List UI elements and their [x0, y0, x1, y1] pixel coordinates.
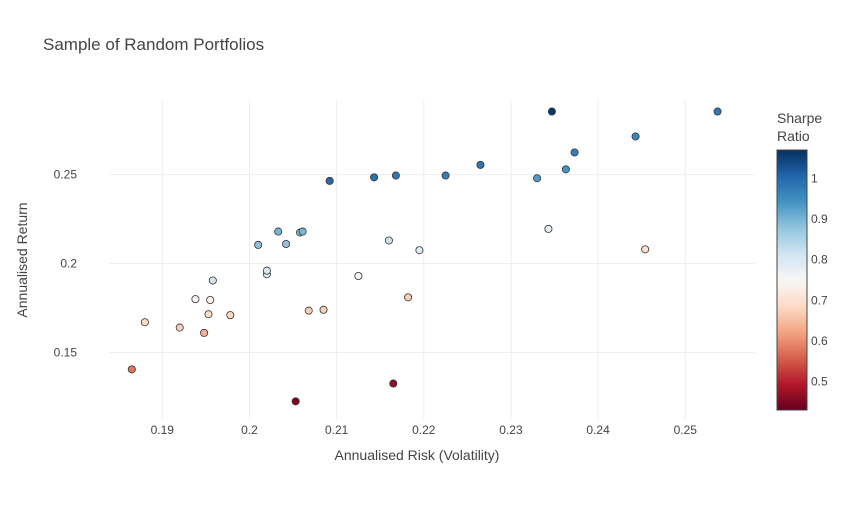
- scatter-point[interactable]: [200, 328, 209, 337]
- scatter-point[interactable]: [713, 107, 722, 116]
- scatter-point[interactable]: [140, 318, 149, 327]
- y-tick-label: 0.2: [60, 257, 77, 271]
- colorbar-tick-label: 0.5: [811, 375, 828, 389]
- scatter-point[interactable]: [282, 239, 291, 248]
- scatter-point[interactable]: [298, 227, 307, 236]
- scatter-point[interactable]: [262, 266, 271, 275]
- x-tick-label: 0.22: [412, 423, 436, 437]
- y-tick-labels: 0.15 0.2 0.25: [54, 168, 78, 360]
- x-axis-label: Annualised Risk (Volatility): [335, 447, 500, 463]
- scatter-point[interactable]: [641, 245, 650, 254]
- scatter-point[interactable]: [204, 310, 213, 319]
- scatter-point[interactable]: [389, 379, 398, 388]
- scatter-point[interactable]: [476, 160, 485, 169]
- scatter-point[interactable]: [370, 173, 379, 182]
- grid-lines: [110, 100, 755, 420]
- x-tick-label: 0.21: [325, 423, 349, 437]
- colorbar-tick-label: 0.9: [811, 212, 828, 226]
- colorbar-title-line-1: Sharpe: [777, 110, 822, 126]
- colorbar-tick-label: 0.7: [811, 293, 828, 307]
- scatter-point[interactable]: [404, 293, 413, 302]
- scatter-point[interactable]: [384, 236, 393, 245]
- scatter-point[interactable]: [544, 224, 553, 233]
- scatter-point[interactable]: [354, 271, 363, 280]
- x-tick-label: 0.25: [674, 423, 698, 437]
- scatter-point[interactable]: [291, 397, 300, 406]
- colorbar: Sharpe Ratio 0.5 0.6 0.7 0.8 0.9 1: [776, 110, 828, 411]
- scatter-point[interactable]: [533, 174, 542, 183]
- colorbar-gradient: [776, 149, 808, 411]
- colorbar-tick-label: 1: [811, 171, 818, 185]
- scatter-point[interactable]: [561, 165, 570, 174]
- y-axis-label: Annualised Return: [14, 202, 30, 317]
- scatter-point[interactable]: [570, 148, 579, 157]
- scatter-point[interactable]: [547, 107, 556, 116]
- scatter-point[interactable]: [441, 171, 450, 180]
- chart-title: Sample of Random Portfolios: [43, 35, 264, 54]
- scatter-point[interactable]: [319, 305, 328, 314]
- scatter-point[interactable]: [304, 306, 313, 315]
- scatter-point[interactable]: [254, 240, 263, 249]
- scatter-point[interactable]: [226, 311, 235, 320]
- x-tick-label: 0.2: [241, 423, 258, 437]
- x-tick-label: 0.24: [586, 423, 610, 437]
- scatter-point[interactable]: [175, 323, 184, 332]
- scatter-point[interactable]: [127, 365, 136, 374]
- scatter-point[interactable]: [415, 246, 424, 255]
- x-tick-label: 0.19: [151, 423, 175, 437]
- x-tick-labels: 0.19 0.2 0.21 0.22 0.23 0.24 0.25: [151, 423, 698, 437]
- scatter-point[interactable]: [274, 227, 283, 236]
- x-tick-label: 0.23: [499, 423, 523, 437]
- colorbar-title-line-2: Ratio: [777, 128, 810, 144]
- colorbar-tick-label: 0.6: [811, 334, 828, 348]
- scatter-point[interactable]: [206, 295, 215, 304]
- colorbar-tick-label: 0.8: [811, 253, 828, 267]
- colorbar-tick-labels: 0.5 0.6 0.7 0.8 0.9 1: [811, 171, 828, 388]
- y-tick-label: 0.25: [54, 168, 78, 182]
- scatter-point[interactable]: [208, 276, 217, 285]
- scatter-points: [127, 107, 722, 406]
- scatter-point[interactable]: [325, 176, 334, 185]
- scatter-point[interactable]: [191, 295, 200, 304]
- scatter-point[interactable]: [631, 132, 640, 141]
- scatter-point[interactable]: [391, 171, 400, 180]
- y-tick-label: 0.15: [54, 345, 78, 359]
